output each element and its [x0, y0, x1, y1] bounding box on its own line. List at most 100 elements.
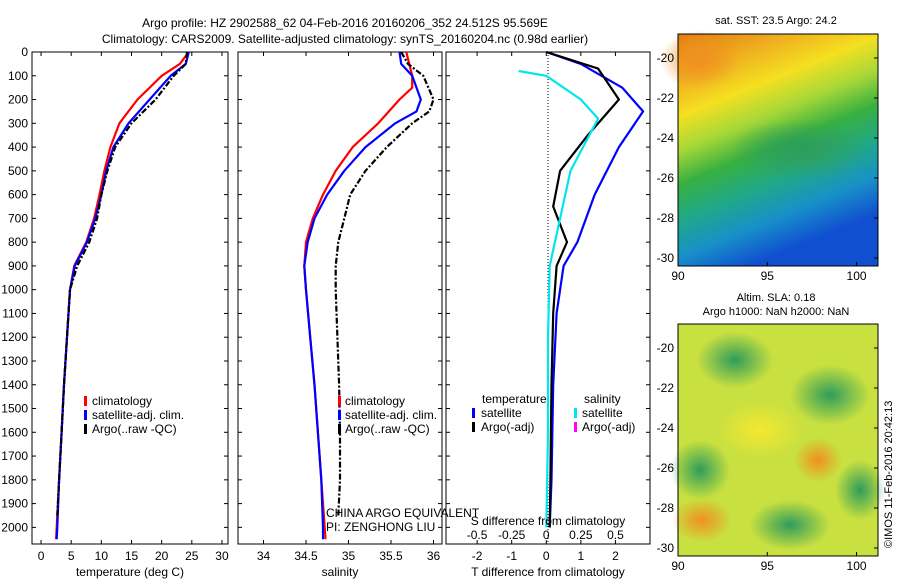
salinity-axes-frame: [237, 51, 443, 545]
x-tick-label: 0: [543, 549, 550, 563]
temperature-legend: climatology satellite-adj. clim. Argo(..…: [84, 394, 184, 436]
map-y-tick-label: -22: [657, 381, 675, 395]
temperature-axes-frame: [31, 51, 229, 545]
annotation-program: CHINA ARGO EQUIVALENT: [326, 506, 480, 520]
x-tick-label: 15: [125, 549, 139, 563]
temperature-panel: 0100200300400500600700800900100011001200…: [1, 45, 229, 579]
legend-label-t-argo: Argo(-adj): [481, 420, 534, 434]
temperature-x-label: temperature (deg C): [76, 565, 184, 579]
depth-tick-label: 1200: [1, 330, 28, 344]
difference-panel: -2 -1 0 1 2 S difference from climatology -0…: [445, 50, 651, 579]
sst-map: sat. SST: 23.5 Argo: 24.2 90 95 100 -20 -22 -…: [657, 15, 879, 283]
legend-label-s-satellite: satellite: [582, 406, 623, 420]
legend-label-satellite: satellite-adj. clim.: [92, 408, 184, 422]
x-tick-label: 0: [38, 549, 45, 563]
salinity-x-label: salinity: [322, 565, 359, 579]
sla-low-3: [670, 440, 730, 500]
depth-tick-label: 0: [21, 45, 28, 59]
map-y-tick-label: -28: [657, 501, 675, 515]
x-tick-label: 34.5: [294, 549, 318, 563]
depth-tick-label: 900: [8, 259, 28, 273]
x-tick-label: 30: [215, 549, 229, 563]
depth-tick-label: 1700: [1, 449, 28, 463]
x-tick-label: 1: [578, 549, 585, 563]
depth-tick-label: 700: [8, 211, 28, 225]
depth-tick-label: 500: [8, 164, 28, 178]
s-tick-label: -0.25: [498, 528, 526, 542]
x-tick-label: 35: [342, 549, 356, 563]
map-x-tick-label: 100: [847, 559, 867, 573]
legend-label-argo: Argo(..raw -QC): [92, 422, 177, 436]
sla-low-4: [750, 500, 830, 550]
salinity-panel: 34 34.5 35 35.5 36 salinity climatology sate…: [237, 51, 480, 579]
depth-tick-label: 1500: [1, 402, 28, 416]
figure-title-line1: Argo profile: HZ 2902588_62 04-Feb-2016 …: [142, 16, 548, 30]
x-tick-label: -2: [472, 549, 483, 563]
legend-swatch-t-satellite: [472, 408, 475, 418]
map-y-tick-label: -20: [657, 51, 675, 65]
s-tick-label: 0.5: [607, 528, 624, 542]
legend-label-satellite: satellite-adj. clim.: [345, 408, 437, 422]
depth-tick-label: 1900: [1, 497, 28, 511]
sla-low-2: [790, 365, 870, 425]
legend-swatch-satellite: [84, 410, 87, 420]
s-difference-label: S difference from climatology: [471, 514, 626, 528]
depth-tick-label: 1000: [1, 283, 28, 297]
difference-legend: temperature salinity satellite Argo(-adj…: [472, 392, 635, 434]
legend-label-s-argo: Argo(-adj): [582, 420, 635, 434]
series-line-climatology: [55, 51, 190, 540]
sla-high-2: [794, 438, 842, 482]
legend-title-temperature: temperature: [482, 392, 547, 406]
sst-warm-patch: [660, 30, 740, 90]
x-tick-label: 25: [185, 549, 199, 563]
sst-map-frame: [677, 33, 879, 267]
x-tick-label: 20: [155, 549, 169, 563]
x-tick-label: 35.5: [379, 549, 403, 563]
legend-swatch-s-argo: [574, 422, 577, 432]
sst-map-title: sat. SST: 23.5 Argo: 24.2: [715, 15, 837, 27]
depth-tick-label: 1100: [2, 306, 28, 320]
credit-text: ©IMOS 11-Feb-2016 20:42:13: [883, 401, 895, 548]
legend-swatch-satellite: [338, 410, 341, 420]
legend-label-climatology: climatology: [345, 394, 405, 408]
s-tick-label: 0.25: [569, 528, 593, 542]
depth-tick-label: 1300: [1, 354, 28, 368]
map-y-tick-label: -30: [657, 251, 675, 265]
map-y-tick-label: -26: [657, 461, 675, 475]
legend-swatch-t-argo: [472, 422, 475, 432]
legend-label-climatology: climatology: [92, 394, 152, 408]
series-line-argo-raw-qc: [334, 51, 435, 516]
sla-map-frame: [677, 323, 879, 557]
map-x-tick-label: 90: [671, 269, 685, 283]
x-tick-label: -1: [506, 549, 517, 563]
depth-tick-label: 600: [8, 188, 28, 202]
map-y-tick-label: -22: [657, 91, 675, 105]
sst-mid-patch: [730, 120, 870, 180]
series-line-satellite-adj-clim: [55, 51, 190, 540]
depth-tick-label: 1400: [1, 378, 28, 392]
depth-tick-label: 2000: [1, 520, 28, 534]
x-tick-label: 10: [95, 549, 109, 563]
depth-tick-label: 100: [8, 69, 28, 83]
salinity-legend: climatology satellite-adj. clim. Argo(..…: [338, 394, 437, 436]
sla-map: Altim. SLA: 0.18 Argo h1000: NaN h2000: …: [657, 292, 885, 573]
sla-high-1: [672, 498, 732, 542]
map-y-tick-label: -24: [657, 421, 675, 435]
series-line-temperature-satellite: [545, 50, 645, 528]
map-x-tick-label: 95: [761, 559, 775, 573]
x-tick-label: 34: [257, 549, 271, 563]
depth-tick-label: 400: [8, 140, 28, 154]
legend-swatch-climatology: [338, 396, 341, 406]
depth-tick-labels: 0 100 200 300 400 500 600 700 800 900 1000 1100 1200…: [1, 45, 28, 534]
legend-swatch-argo: [84, 424, 87, 434]
legend-swatch-climatology: [84, 396, 87, 406]
map-x-tick-label: 100: [847, 269, 867, 283]
sla-title-line2: Argo h1000: NaN h2000: NaN: [703, 306, 850, 318]
legend-title-salinity: salinity: [584, 392, 621, 406]
legend-label-argo: Argo(..raw -QC): [345, 422, 430, 436]
map-y-tick-label: -28: [657, 211, 675, 225]
series-line-satellite-adj-clim: [303, 51, 422, 540]
annotation-pi: PI: ZENGHONG LIU: [326, 520, 435, 534]
map-y-tick-label: -20: [657, 341, 675, 355]
sla-axes: 90 95 100 -20 -22 -24 -26 -28 -30: [657, 341, 878, 573]
